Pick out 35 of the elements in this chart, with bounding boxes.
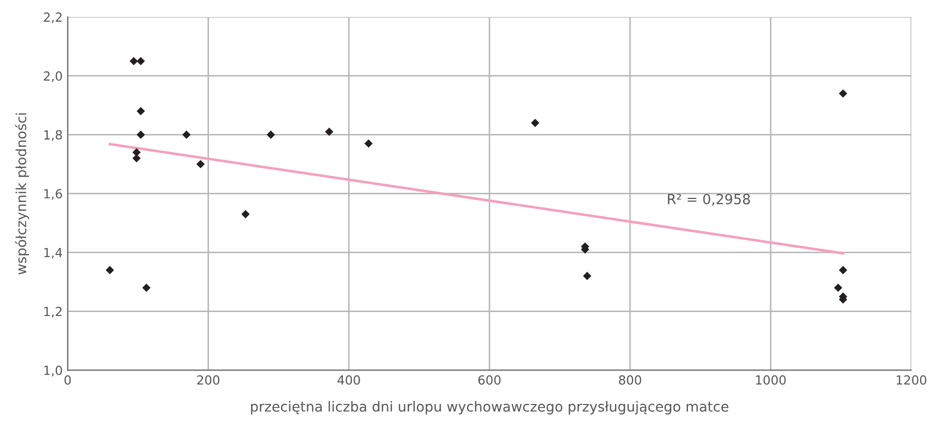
point	[838, 266, 848, 274]
point	[325, 128, 334, 136]
y-tick-label: 2,2	[44, 12, 62, 24]
point	[106, 266, 114, 274]
y-tick-label: 1,4	[44, 248, 62, 259]
point	[838, 89, 848, 98]
point	[142, 284, 151, 292]
point	[196, 160, 205, 168]
point	[266, 130, 275, 139]
y-tick-label: 1,2	[44, 306, 62, 318]
point	[530, 118, 540, 128]
x-tick-label: 0	[64, 375, 71, 385]
y-axis-title: współczynnik płodności	[15, 113, 30, 274]
point	[364, 139, 373, 148]
point	[834, 284, 842, 292]
y-tick-label: 2,0	[44, 71, 62, 82]
point	[130, 56, 138, 66]
x-axis-title: przeciętna liczba dni urlopu wychowawczego przysługującego matce	[251, 401, 728, 414]
point	[132, 154, 141, 162]
point	[583, 272, 592, 280]
y-tick-label: 1,8	[44, 130, 62, 141]
y-tick-label: 1,6	[44, 189, 62, 200]
x-tick-label: 400	[338, 375, 360, 385]
x-tick-label: 1000	[756, 375, 786, 385]
y-tick-label: 1,0	[44, 366, 62, 376]
x-tick-label: 200	[197, 375, 220, 385]
x-tick-label: 600	[478, 375, 501, 385]
point	[241, 210, 250, 218]
x-tick-label: 1200	[896, 375, 926, 385]
x-tick-label: 800	[618, 375, 642, 385]
point	[136, 56, 145, 66]
point	[136, 130, 145, 139]
point	[136, 106, 145, 116]
annotation: R² = 0,2958	[668, 194, 750, 206]
point	[182, 130, 191, 139]
